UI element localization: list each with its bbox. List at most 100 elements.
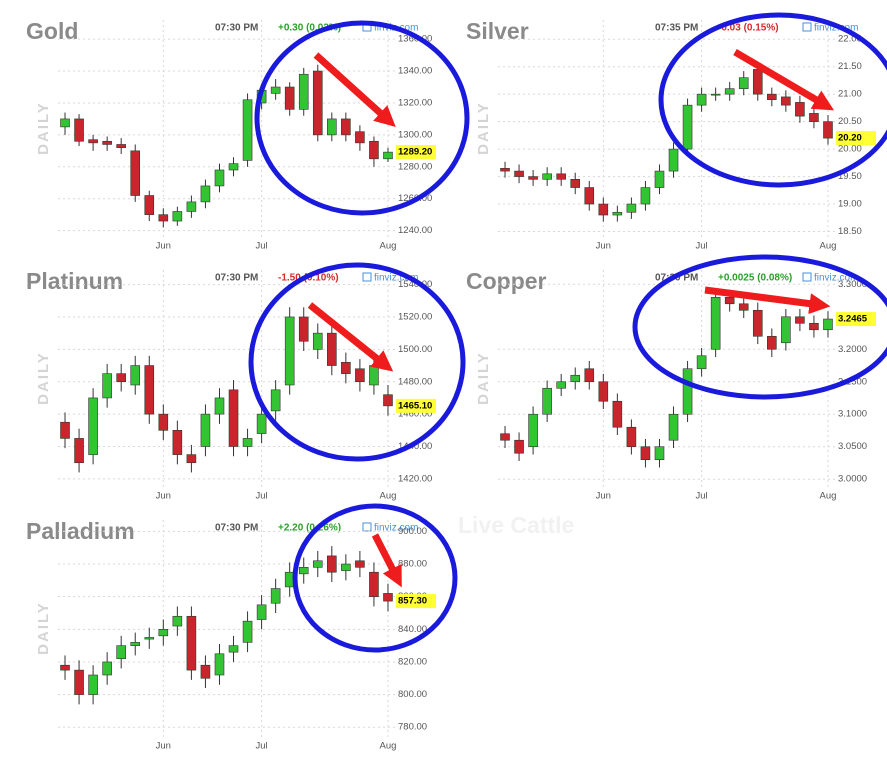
candle-body xyxy=(752,309,763,337)
y-tick-label: 1320.00 xyxy=(398,97,432,108)
y-tick-label: 20.00 xyxy=(838,144,862,155)
candle-body xyxy=(809,322,819,331)
y-tick-label: 880.00 xyxy=(398,559,427,570)
highlight-circle xyxy=(248,262,466,462)
y-axis-label: DAILY xyxy=(475,351,492,405)
candle-body xyxy=(74,669,84,695)
source: finviz.com xyxy=(374,523,418,534)
time: 07:30 PM xyxy=(215,23,258,34)
x-tick-label: Jun xyxy=(156,241,171,252)
chart-panel: Gold 07:30 PM +0.30 (0.02%) finviz.comDAILY… xyxy=(26,18,470,252)
highlight-circle xyxy=(292,503,458,653)
candle-body xyxy=(668,413,679,441)
candle-body xyxy=(355,368,365,383)
candle-body xyxy=(612,211,623,216)
x-tick-label: Jul xyxy=(256,741,268,752)
chart-panel: Platinum 07:30 PM -1.50 (0.10%) finviz.comD… xyxy=(26,262,466,502)
candle-body xyxy=(738,77,749,89)
candle-body xyxy=(284,316,295,386)
candle-body xyxy=(542,173,552,180)
y-tick-label: 22.00 xyxy=(838,34,862,45)
y-axis-label: DAILY xyxy=(35,601,52,655)
candle-body xyxy=(710,93,721,96)
last-price-label: 3.2465 xyxy=(838,314,868,325)
candle-body xyxy=(158,413,169,431)
candle-body xyxy=(383,593,393,602)
candle-body xyxy=(612,400,623,428)
candle-body xyxy=(823,121,833,139)
candle-body xyxy=(186,201,197,212)
candle-body xyxy=(327,555,337,573)
last-price-box xyxy=(836,312,876,327)
x-tick-label: Aug xyxy=(820,241,837,252)
x-tick-label: Jun xyxy=(596,491,611,502)
chart-title: Copper xyxy=(466,268,547,294)
change: +0.30 (0.02%) xyxy=(278,23,341,34)
y-tick-label: 780.00 xyxy=(398,722,427,733)
y-tick-label: 820.00 xyxy=(398,656,427,667)
candle-body xyxy=(298,73,309,110)
highlight-circle xyxy=(632,254,887,400)
candle-body xyxy=(214,653,225,676)
candle-body xyxy=(214,169,225,187)
y-tick-label: 3.1500 xyxy=(838,376,867,387)
candle-body xyxy=(570,179,581,188)
candle-body xyxy=(298,316,309,342)
candle-body xyxy=(795,316,805,324)
candle-body xyxy=(228,389,239,447)
candle-body xyxy=(298,567,309,575)
candle-body xyxy=(341,563,351,571)
candle-body xyxy=(186,615,197,671)
candle-body xyxy=(795,102,805,117)
chart-title: Platinum xyxy=(26,268,123,294)
candle-body xyxy=(528,176,538,180)
candle-body xyxy=(88,397,98,455)
trend-arrow xyxy=(313,52,396,128)
candle-body xyxy=(284,86,295,110)
x-tick-label: Jul xyxy=(696,241,708,252)
candle-body xyxy=(598,381,609,402)
x-tick-label: Jul xyxy=(256,491,268,502)
candle-body xyxy=(341,362,351,374)
x-tick-label: Aug xyxy=(820,491,837,502)
candle-body xyxy=(242,438,253,447)
y-tick-label: 1500.00 xyxy=(398,344,432,355)
chart-title: Palladium xyxy=(26,518,135,544)
candle-body xyxy=(767,93,777,100)
last-price-box xyxy=(396,594,436,609)
source: finviz.com xyxy=(814,273,858,284)
candle-body xyxy=(116,645,126,659)
candle-body xyxy=(500,168,510,172)
candle-body xyxy=(696,355,707,370)
candle-body xyxy=(542,387,552,415)
candle-body xyxy=(144,195,155,215)
time: 07:30 PM xyxy=(215,273,258,284)
chart-panel: Silver 07:35 PM -0.03 (0.15%) finviz.comDAI… xyxy=(466,12,887,252)
candle-body xyxy=(130,150,141,196)
highlight-circle xyxy=(254,20,470,216)
candle-body xyxy=(270,86,281,94)
candle-body xyxy=(158,214,169,222)
candle-body xyxy=(144,365,155,415)
candle-body xyxy=(654,170,665,188)
y-tick-label: 18.50 xyxy=(838,226,862,237)
chart-panel: Palladium 07:30 PM +2.20 (0.26%) finviz.com… xyxy=(26,503,458,752)
trend-arrow xyxy=(704,286,831,315)
candle-body xyxy=(327,332,337,366)
x-tick-label: Aug xyxy=(380,241,397,252)
candle-body xyxy=(270,588,281,604)
candle-body xyxy=(682,104,693,150)
y-axis-label: DAILY xyxy=(35,351,52,405)
candle-body xyxy=(200,185,211,203)
candle-body xyxy=(228,645,239,653)
candle-body xyxy=(781,316,791,344)
change: +0.0025 (0.08%) xyxy=(718,273,792,284)
y-tick-label: 1520.00 xyxy=(398,311,432,322)
candle-body xyxy=(200,413,211,447)
candle-body xyxy=(514,170,524,177)
candle-body xyxy=(640,187,651,205)
candle-body xyxy=(88,139,98,144)
x-tick-label: Jun xyxy=(156,491,171,502)
candle-body xyxy=(710,296,721,350)
